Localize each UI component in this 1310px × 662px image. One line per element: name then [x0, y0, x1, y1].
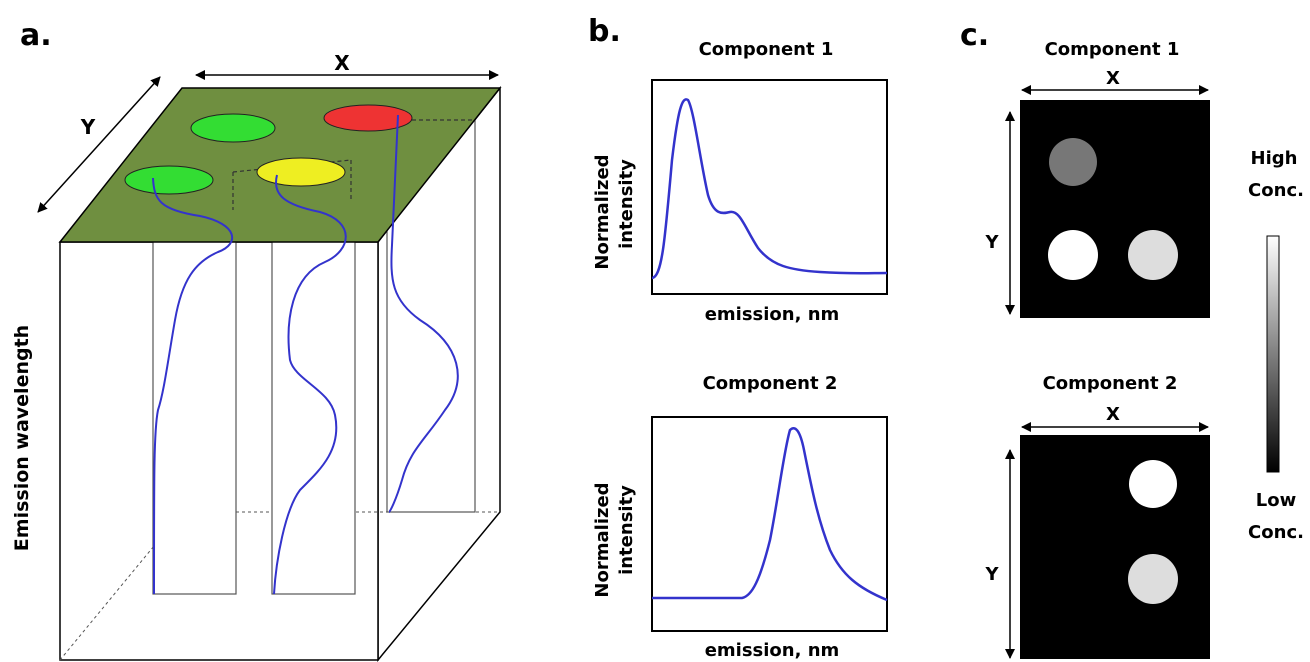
- concentration-scale: High Conc. Low Conc.: [1248, 148, 1304, 543]
- green-spot-back: [190, 113, 276, 143]
- plot-1-ylabel-2: intensity: [616, 159, 637, 249]
- panel-b-letter: b.: [588, 14, 621, 49]
- y-axis-label: Y: [80, 115, 96, 139]
- map-2-y-label: Y: [984, 564, 999, 585]
- component-2-concentration-map: Component 2 X Y: [984, 373, 1210, 659]
- map-2-spot-white: [1129, 460, 1177, 508]
- map-1-y-label: Y: [984, 232, 999, 253]
- plot-2-curve: [652, 426, 888, 602]
- spectrum-column-1: [152, 211, 237, 595]
- plot-1-xlabel: emission, nm: [705, 304, 840, 325]
- map-1-title: Component 1: [1045, 39, 1180, 60]
- component-2-spectrum-plot: Component 2 Normalized intensity emissio…: [592, 373, 888, 661]
- map-1-spot-light: [1128, 230, 1178, 280]
- spectrum-curve-1: [152, 177, 234, 595]
- spectrum-curve-2: [273, 174, 347, 595]
- emission-wavelength-label: Emission wavelength: [11, 325, 33, 551]
- scale-low-label-1: Low: [1256, 490, 1296, 511]
- panel-a-letter: a.: [20, 18, 52, 53]
- map-1-image: [1020, 100, 1210, 318]
- plot-2-ylabel-1: Normalized: [592, 482, 613, 597]
- plot-2-xlabel: emission, nm: [705, 640, 840, 661]
- map-1-x-label: X: [1106, 68, 1120, 89]
- scale-high-label-1: High: [1251, 148, 1298, 169]
- plot-1-ylabel-1: Normalized: [592, 154, 613, 269]
- green-spot-front: [124, 165, 214, 195]
- component-1-spectrum-plot: Component 1 Normalized intensity emissio…: [592, 39, 888, 325]
- map-2-x-label: X: [1106, 404, 1120, 425]
- data-cube: X Y Emission wavelength: [11, 51, 502, 662]
- spectrum-curve-3: [388, 114, 459, 513]
- plot-2-title: Component 2: [703, 373, 838, 394]
- x-axis-label: X: [334, 51, 350, 75]
- plot-2-frame: [651, 416, 888, 632]
- map-1-spot-gray: [1049, 138, 1097, 186]
- panel-c-letter: c.: [960, 18, 990, 53]
- scale-high-label-2: Conc.: [1248, 180, 1304, 201]
- yellow-spot: [256, 157, 346, 187]
- map-2-spot-light: [1128, 554, 1178, 604]
- concentration-gradient-bar: [1266, 235, 1280, 473]
- plot-2-ylabel-2: intensity: [616, 485, 637, 575]
- map-2-image: [1020, 435, 1210, 659]
- cube-hidden-edge: [59, 511, 183, 661]
- component-1-concentration-map: Component 1 X Y: [984, 39, 1210, 318]
- map-2-title: Component 2: [1043, 373, 1178, 394]
- plot-1-frame: [651, 79, 888, 295]
- red-spot: [323, 104, 413, 132]
- y-axis-arrow: [37, 76, 161, 213]
- scale-low-label-2: Conc.: [1248, 522, 1304, 543]
- plot-1-title: Component 1: [699, 39, 834, 60]
- map-1-spot-white: [1048, 230, 1098, 280]
- spectrum-column-2: [271, 211, 356, 595]
- plot-1-curve: [651, 98, 888, 280]
